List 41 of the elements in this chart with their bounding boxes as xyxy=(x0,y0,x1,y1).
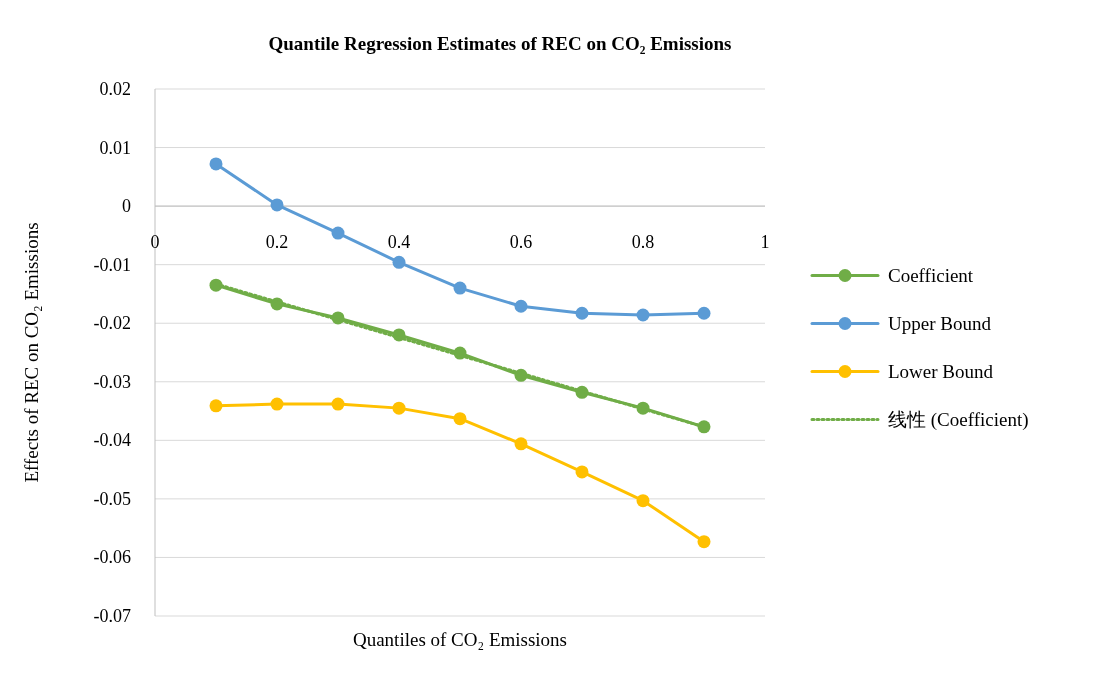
y-tick-label: -0.06 xyxy=(93,547,131,568)
legend-label: Coefficient xyxy=(888,264,974,286)
legend-label: Upper Bound xyxy=(888,312,992,334)
point xyxy=(209,157,223,171)
point xyxy=(392,255,406,269)
y-tick-label: -0.01 xyxy=(93,254,131,275)
point xyxy=(453,412,467,426)
point xyxy=(392,401,406,415)
point xyxy=(209,399,223,413)
point xyxy=(270,397,284,411)
y-tick-label: 0.02 xyxy=(99,79,131,99)
x-tick-label: 0.2 xyxy=(265,232,289,253)
legend-label: Lower Bound xyxy=(888,360,994,382)
y-tick-label: 0.01 xyxy=(99,137,131,158)
point xyxy=(453,281,467,295)
y-tick-label: -0.05 xyxy=(93,488,131,509)
y-tick-label: -0.02 xyxy=(93,313,131,334)
point xyxy=(331,397,345,411)
x-tick-label: 1 xyxy=(760,232,770,253)
chart-title: Quantile Regression Estimates of REC on CO₂ Emissions xyxy=(268,33,732,54)
point xyxy=(636,308,650,322)
point xyxy=(697,535,711,549)
x-tick-label: 0.6 xyxy=(509,232,533,253)
y-tick-label: 0 xyxy=(122,196,131,217)
point xyxy=(514,299,528,313)
point xyxy=(636,494,650,508)
x-tick-label: 0 xyxy=(150,232,160,253)
point xyxy=(697,306,711,320)
point xyxy=(575,306,589,320)
y-tick-label: -0.07 xyxy=(93,606,131,626)
x-tick-label: 0.4 xyxy=(387,232,411,253)
y-tick-label: -0.04 xyxy=(93,430,131,451)
legend-label: 线性 (Coefficient) xyxy=(888,408,1029,431)
y-axis-title: Effects of REC on CO₂ Emissions xyxy=(21,222,42,483)
point xyxy=(331,226,345,240)
point xyxy=(514,437,528,451)
point xyxy=(270,198,284,212)
x-axis-title: Quantiles of CO₂ Emissions xyxy=(352,629,568,650)
x-tick-label: 0.8 xyxy=(631,232,655,253)
point xyxy=(575,465,589,479)
y-tick-label: -0.03 xyxy=(93,371,131,392)
